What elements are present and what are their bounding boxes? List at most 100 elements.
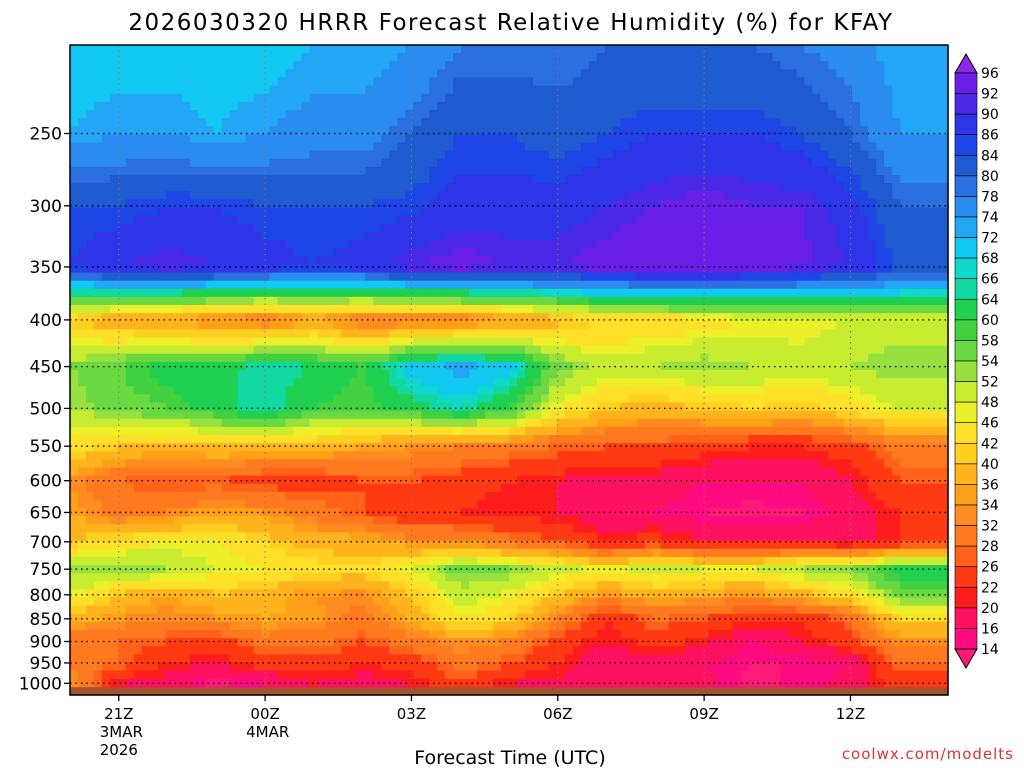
heatmap-cell	[700, 69, 710, 79]
heatmap-cell	[940, 353, 949, 363]
heatmap-cell	[596, 272, 606, 282]
heatmap-cell	[868, 93, 877, 103]
heatmap-cell	[373, 150, 382, 160]
heatmap-cell	[189, 296, 199, 306]
heatmap-cell	[660, 77, 670, 87]
heatmap-cell	[908, 93, 917, 103]
heatmap-cell	[644, 394, 654, 404]
heatmap-cell	[309, 402, 319, 412]
heatmap-cell	[101, 199, 111, 209]
heatmap-cell	[85, 175, 95, 184]
heatmap-cell	[876, 402, 885, 412]
heatmap-cell	[221, 321, 231, 330]
heatmap-cell	[652, 110, 662, 119]
heatmap-cell	[668, 45, 678, 54]
heatmap-cell	[253, 191, 263, 200]
heatmap-cell	[796, 126, 805, 135]
heatmap-cell	[556, 370, 566, 379]
heatmap-cell	[261, 77, 271, 87]
heatmap-cell	[644, 321, 654, 330]
heatmap-cell	[245, 199, 255, 209]
heatmap-cell	[756, 45, 766, 54]
heatmap-cell	[668, 321, 678, 330]
heatmap-cell	[860, 378, 869, 387]
heatmap-cell	[109, 345, 119, 355]
heatmap-cell	[309, 69, 319, 79]
heatmap-cell	[804, 118, 813, 127]
heatmap-cell	[700, 370, 710, 379]
heatmap-cell	[429, 93, 438, 103]
heatmap-cell	[532, 223, 542, 233]
heatmap-cell	[924, 142, 933, 152]
heatmap-cell	[860, 329, 869, 339]
heatmap-cell	[900, 272, 909, 282]
heatmap-cell	[700, 45, 710, 54]
heatmap-cell	[884, 69, 893, 79]
heatmap-cell	[109, 191, 119, 200]
heatmap-cell	[732, 191, 742, 200]
heatmap-cell	[133, 353, 143, 363]
heatmap-cell	[884, 321, 893, 330]
heatmap-cell	[341, 240, 350, 249]
heatmap-cell	[493, 353, 502, 363]
heatmap-cell	[884, 126, 893, 135]
heatmap-cell	[796, 199, 805, 209]
heatmap-cell	[876, 321, 885, 330]
heatmap-cell	[652, 280, 662, 290]
heatmap-cell	[221, 410, 231, 420]
heatmap-cell	[421, 231, 430, 241]
heatmap-cell	[660, 110, 670, 119]
heatmap-cell	[748, 264, 758, 274]
heatmap-cell	[708, 345, 718, 355]
heatmap-cell	[389, 207, 398, 217]
heatmap-cell	[365, 337, 374, 347]
heatmap-cell	[165, 296, 175, 306]
heatmap-cell	[445, 329, 454, 339]
heatmap-cell	[900, 191, 909, 200]
heatmap-cell	[716, 337, 726, 347]
heatmap-cell	[548, 394, 558, 404]
heatmap-cell	[652, 77, 662, 87]
heatmap-cell	[493, 118, 502, 127]
heatmap-cell	[684, 69, 694, 79]
heatmap-cell	[844, 402, 853, 412]
heatmap-cell	[780, 223, 789, 233]
heatmap-cell	[165, 175, 175, 184]
heatmap-cell	[564, 353, 574, 363]
heatmap-cell	[756, 256, 766, 265]
heatmap-cell	[676, 280, 686, 290]
heatmap-cell	[820, 53, 829, 62]
heatmap-cell	[125, 361, 135, 371]
heatmap-cell	[341, 175, 350, 184]
heatmap-cell	[421, 126, 430, 135]
heatmap-cell	[85, 101, 95, 111]
heatmap-cell	[341, 183, 350, 192]
heatmap-cell	[125, 223, 135, 233]
heatmap-cell	[70, 53, 79, 62]
heatmap-cell	[764, 207, 773, 217]
heatmap-cell	[477, 305, 486, 314]
heatmap-cell	[684, 256, 694, 265]
heatmap-cell	[836, 321, 845, 330]
heatmap-cell	[940, 61, 949, 70]
heatmap-cell	[940, 166, 949, 176]
heatmap-cell	[604, 199, 614, 209]
heatmap-cell	[173, 101, 183, 111]
heatmap-cell	[461, 134, 470, 144]
heatmap-cell	[333, 45, 342, 54]
heatmap-cell	[788, 296, 797, 306]
heatmap-cell	[764, 191, 773, 200]
heatmap-cell	[453, 166, 462, 176]
heatmap-cell	[924, 256, 933, 265]
heatmap-cell	[708, 313, 718, 322]
heatmap-cell	[125, 207, 135, 217]
heatmap-cell	[389, 199, 398, 209]
heatmap-cell	[676, 199, 686, 209]
heatmap-cell	[924, 240, 933, 249]
heatmap-cell	[205, 272, 215, 282]
heatmap-cell	[612, 361, 622, 371]
heatmap-cell	[716, 394, 726, 404]
heatmap-cell	[205, 321, 215, 330]
heatmap-cell	[836, 248, 845, 257]
heatmap-cell	[261, 231, 271, 241]
